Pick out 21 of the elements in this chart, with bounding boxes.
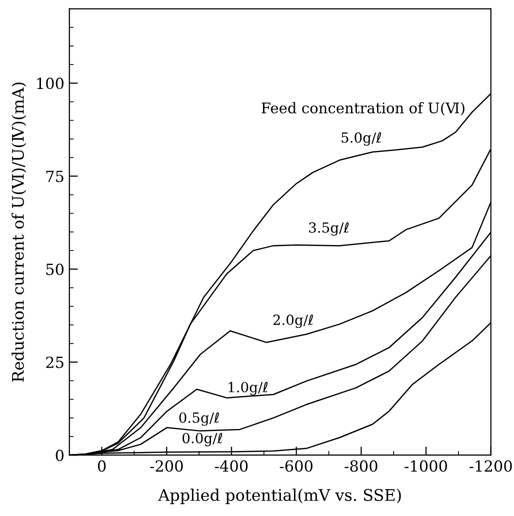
y-tick-label: 100 (37, 78, 64, 90)
y-axis-title: Reduction current of U(Ⅵ)/U(Ⅳ)(mA) (12, 82, 26, 382)
y-tick-label: 25 (46, 356, 64, 368)
x-tick-label: -1200 (470, 460, 512, 472)
series-label: 3.5g/ℓ (309, 222, 349, 236)
series-label: 0.0g/ℓ (182, 432, 222, 446)
series-label: 2.0g/ℓ (273, 314, 313, 328)
y-tick-label: 75 (46, 170, 64, 182)
x-tick-label: -1000 (404, 460, 448, 472)
x-tick-label: -800 (344, 460, 378, 472)
x-tick-label: 0 (98, 460, 106, 472)
x-tick-label: -200 (150, 460, 183, 472)
series-label: 1.0g/ℓ (228, 382, 268, 396)
series-label: 5.0g/ℓ (342, 132, 382, 146)
series-label: 0.5g/ℓ (179, 412, 219, 426)
x-axis-title: Applied potential(mV vs. SSE) (158, 488, 401, 504)
y-tick-label: 50 (46, 264, 64, 276)
annotation: Feed concentration of U(Ⅵ) (262, 102, 464, 116)
y-tick-label: 0 (56, 450, 64, 462)
x-tick-label: -400 (215, 460, 248, 472)
x-tick-label: -600 (280, 460, 312, 472)
